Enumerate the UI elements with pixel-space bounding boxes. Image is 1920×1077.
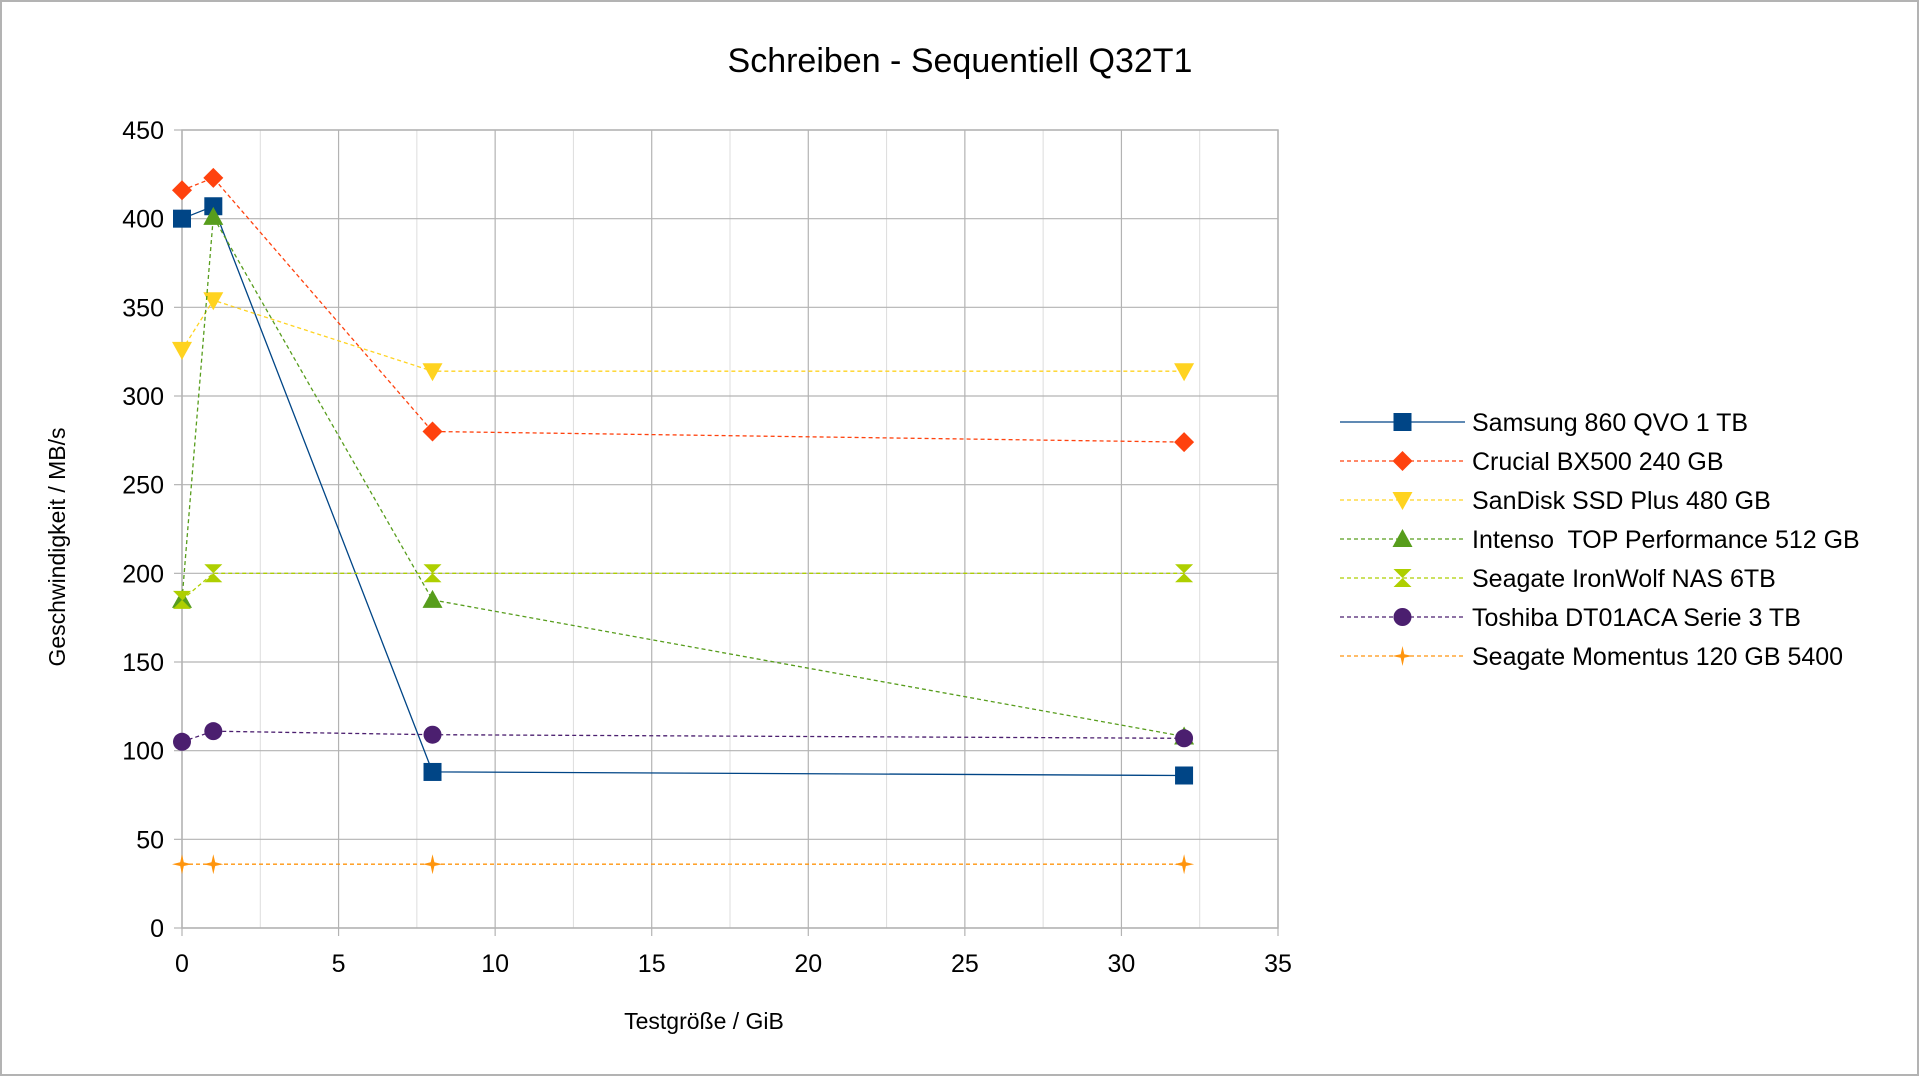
legend-label: SanDisk SSD Plus 480 GB: [1472, 487, 1771, 515]
legend-marker: [1393, 569, 1412, 587]
x-tick-label: 10: [481, 950, 509, 978]
x-tick-label: 35: [1264, 950, 1292, 978]
data-point: [422, 363, 443, 382]
y-tick-label: 300: [122, 383, 164, 411]
y-tick-label: 400: [122, 206, 164, 234]
legend-item: Seagate Momentus 120 GB 5400: [1340, 643, 1843, 671]
data-point: [1174, 432, 1195, 453]
y-tick-label: 450: [122, 117, 164, 145]
legend-label: Toshiba DT01ACA Serie 3 TB: [1472, 604, 1801, 632]
x-tick-label: 25: [951, 950, 979, 978]
legend-label: Intenso TOP Performance 512 GB: [1472, 526, 1860, 554]
y-tick-label: 0: [150, 915, 164, 943]
y-tick-label: 150: [122, 649, 164, 677]
series-group: [172, 854, 1195, 875]
legend-item: SanDisk SSD Plus 480 GB: [1340, 487, 1771, 515]
series-line: [181, 730, 1185, 743]
x-axis-label: Testgröße / GiB: [624, 1008, 784, 1034]
series-group: [172, 292, 1195, 382]
data-point: [204, 197, 223, 216]
data-point: [422, 421, 443, 442]
legend-label: Samsung 860 QVO 1 TB: [1472, 409, 1748, 437]
legend-marker: [1392, 529, 1413, 547]
legend-marker: [1393, 608, 1412, 626]
axes: 0 5 10 15 20 25 30 3505010015020025030035040045…: [122, 117, 1292, 978]
y-tick-label: 100: [122, 738, 164, 766]
x-tick-label: 0: [175, 950, 189, 978]
series-layer: [172, 167, 1195, 875]
legend-item: Toshiba DT01ACA Serie 3 TB: [1340, 604, 1801, 632]
series-line: [181, 205, 1185, 777]
x-tick-label: 15: [638, 950, 666, 978]
data-point: [203, 854, 224, 875]
series-group: [173, 722, 1194, 751]
data-point: [423, 725, 442, 744]
legend-marker: [1392, 492, 1413, 510]
plot-area: [181, 129, 1279, 929]
series-line: [181, 177, 1185, 443]
data-point: [172, 854, 192, 875]
legend-item: Samsung 860 QVO 1 TB: [1340, 409, 1748, 437]
legend-marker: [1392, 646, 1413, 666]
legend-marker: [1392, 451, 1413, 471]
legend: Samsung 860 QVO 1 TB Crucial BX500 240 GB…: [1340, 409, 1860, 671]
data-point: [423, 564, 442, 583]
data-point: [203, 292, 224, 311]
legend-item: Seagate IronWolf NAS 6TB: [1340, 565, 1776, 593]
data-point: [173, 590, 191, 609]
y-tick-label: 200: [122, 560, 164, 588]
data-point: [1174, 363, 1195, 382]
y-tick-label: 350: [122, 294, 164, 322]
data-point: [1175, 729, 1194, 748]
data-point: [203, 206, 224, 225]
data-point: [422, 854, 443, 875]
data-point: [423, 762, 442, 781]
data-point: [1175, 766, 1194, 785]
legend-marker: [1393, 413, 1412, 431]
series-line: [181, 572, 1185, 601]
legend-item: Intenso TOP Performance 512 GB: [1340, 526, 1860, 554]
legend-label: Seagate Momentus 120 GB 5400: [1472, 643, 1843, 671]
legend-item: Crucial BX500 240 GB: [1340, 448, 1724, 476]
series-group: [172, 167, 1195, 453]
legend-label: Seagate IronWolf NAS 6TB: [1472, 565, 1776, 593]
data-point: [173, 732, 191, 751]
series-line: [181, 214, 1185, 738]
data-point: [173, 209, 191, 228]
data-point: [422, 589, 443, 608]
x-tick-label: 20: [794, 950, 822, 978]
y-tick-label: 250: [122, 472, 164, 500]
data-point: [172, 341, 192, 360]
data-point: [1175, 564, 1194, 583]
y-axis-label: Geschwindigkeit / MB/s: [44, 427, 70, 666]
data-point: [1174, 854, 1195, 875]
series-line: [181, 299, 1185, 372]
x-tick-label: 5: [332, 950, 346, 978]
series-group: [173, 564, 1194, 609]
data-point: [204, 564, 223, 583]
data-point: [172, 180, 192, 201]
y-tick-label: 50: [136, 826, 164, 854]
chart-title: Schreiben - Sequentiell Q32T1: [728, 42, 1193, 80]
series-group: [173, 197, 1194, 785]
data-point: [204, 722, 223, 741]
x-tick-label: 30: [1108, 950, 1136, 978]
legend-label: Crucial BX500 240 GB: [1472, 448, 1724, 476]
data-point: [203, 167, 224, 188]
